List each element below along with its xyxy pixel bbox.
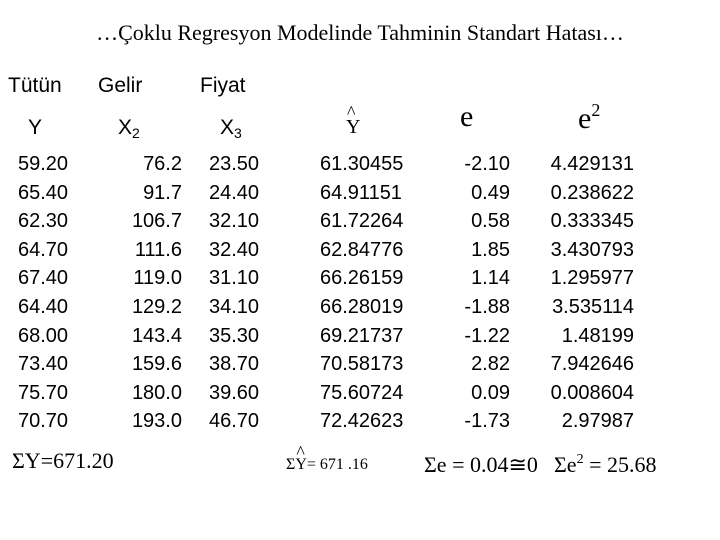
- cell-value: 1.48199: [561, 324, 634, 347]
- cell-value: 111.6: [134, 238, 182, 261]
- cell-value: 59.20: [18, 153, 69, 175]
- cell-value: 61.30455: [320, 153, 404, 175]
- cell-value: 4.429131: [550, 153, 634, 175]
- cell-value: 3.535114: [552, 295, 634, 318]
- cell-value: 35.30: [209, 324, 260, 347]
- symbol-x3: X3: [220, 116, 242, 141]
- cell-value: 0.09: [471, 381, 510, 404]
- cell-value: 2.97987: [561, 410, 634, 433]
- cell-value: 2.82: [471, 353, 510, 376]
- cell-value: -2.10: [464, 153, 510, 175]
- cell-value: 64.70: [18, 238, 69, 261]
- column-x3: 23.50 24.40 32.10 32.40 31.10 34.10 35.30 38.70…: [209, 150, 271, 436]
- cell-value: 64.40: [18, 295, 69, 318]
- cell-value: 72.42623: [320, 410, 404, 433]
- cell-value: 91.7: [143, 181, 182, 204]
- cell-value: 66.28019: [320, 295, 404, 318]
- cell-value: 70.70: [18, 410, 69, 433]
- cell-value: 34.10: [209, 295, 260, 318]
- cell-value: 3.430793: [550, 238, 634, 261]
- cell-value: 1.295977: [550, 267, 634, 290]
- cell-value: 62.84776: [320, 238, 404, 261]
- cell-value: 61.72264: [320, 210, 404, 233]
- cell-value: -1.73: [464, 410, 510, 433]
- cell-value: 32.40: [209, 238, 260, 261]
- cell-value: 69.21737: [320, 324, 404, 347]
- cell-value: 0.238622: [550, 181, 634, 204]
- cell-value: -1.88: [464, 295, 510, 318]
- cell-value: 75.60724: [320, 381, 404, 404]
- column-e-squared: 4.429131 0.238622 0.333345 3.430793 1.295977…: [530, 150, 634, 436]
- sum-y: ΣY=671.20: [12, 448, 114, 473]
- column-x2: 76.2 91.7 106.7 111.6 119.0 129.2 143.4 159.6 18…: [110, 150, 182, 436]
- cell-value: 62.30: [18, 210, 69, 233]
- symbol-e: e: [460, 100, 474, 133]
- symbol-y: Y: [28, 116, 43, 139]
- cell-value: 39.60: [209, 381, 260, 404]
- column-e: -2.10 0.49 0.58 1.85 1.14 -1.88 -1.22 2.82 0.09 -…: [440, 150, 510, 436]
- symbol-x2: X2: [118, 116, 140, 141]
- cell-value: 1.14: [471, 267, 510, 290]
- header-gelir: Gelir: [98, 74, 143, 97]
- sum-yhat: ΣY= 671 .16: [286, 442, 368, 474]
- cell-value: 106.7: [131, 210, 182, 233]
- cell-value: -1.22: [464, 324, 510, 347]
- column-yhat: 61.30455 64.91151 61.72264 62.84776 66.26159…: [320, 150, 420, 436]
- cell-value: 0.49: [471, 181, 510, 204]
- header-fiyat: Fiyat: [200, 74, 246, 97]
- cell-value: 67.40: [18, 267, 69, 290]
- symbol-e-squared: e2: [578, 100, 601, 135]
- page-title: …Çoklu Regresyon Modelinde Tahminin Stan…: [96, 20, 624, 45]
- cell-value: 0.008604: [550, 381, 634, 404]
- cell-value: 66.26159: [320, 267, 404, 290]
- cell-value: 129.2: [131, 295, 182, 318]
- cell-value: 46.70: [209, 410, 260, 433]
- cell-value: 31.10: [209, 267, 260, 290]
- cell-value: 23.50: [209, 153, 260, 175]
- cell-value: 70.58173: [320, 353, 404, 376]
- cell-value: 68.00: [18, 324, 69, 347]
- cell-value: 7.942646: [550, 353, 634, 376]
- column-y: 59.20 65.40 62.30 64.70 67.40 64.40 68.00 73.40…: [18, 150, 78, 436]
- sum-e: Σe = 0.04≅0: [424, 452, 538, 477]
- cell-value: 64.91151: [320, 181, 402, 204]
- sum-e-squared: Σe2 = 25.68: [554, 452, 657, 477]
- cell-value: 38.70: [209, 353, 260, 376]
- cell-value: 1.85: [471, 238, 510, 261]
- cell-value: 0.333345: [550, 210, 634, 233]
- cell-value: 32.10: [209, 210, 260, 233]
- cell-value: 73.40: [18, 353, 69, 376]
- cell-value: 75.70: [18, 381, 69, 404]
- header-tutun: Tütün: [8, 74, 62, 97]
- cell-value: 76.2: [143, 153, 182, 175]
- cell-value: 143.4: [131, 324, 182, 347]
- cell-value: 159.6: [131, 353, 182, 376]
- cell-value: 180.0: [131, 381, 182, 404]
- cell-value: 24.40: [209, 181, 260, 204]
- cell-value: 0.58: [471, 210, 510, 233]
- cell-value: 119.0: [133, 267, 182, 290]
- symbol-yhat: Y: [346, 102, 360, 139]
- cell-value: 65.40: [18, 181, 69, 204]
- cell-value: 193.0: [131, 410, 182, 433]
